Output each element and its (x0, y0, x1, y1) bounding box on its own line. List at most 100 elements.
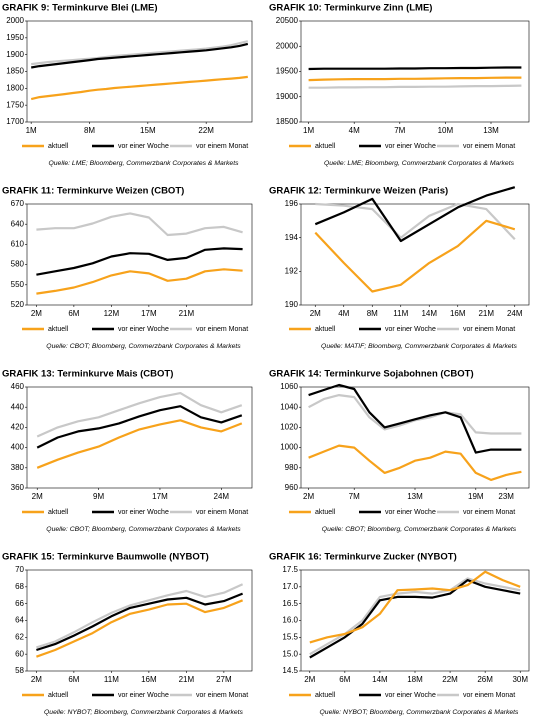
plot-frame (26, 203, 253, 306)
y-tick-label: 1750 (6, 100, 24, 109)
series-line (308, 84, 522, 89)
y-tick-label: 20500 (276, 16, 299, 25)
series-line (36, 583, 244, 649)
x-tick-label: 2M (310, 309, 321, 318)
legend-label: vor einer Woche (385, 326, 436, 333)
x-tick-label: 16M (450, 309, 466, 318)
x-tick-label: 1M (303, 126, 314, 135)
chart-title: GRAFIK 10: Terminkurve Zinn (LME) (269, 3, 432, 14)
chart-title: GRAFIK 15: Terminkurve Baumwolle (NYBOT) (2, 552, 209, 563)
series-line (36, 599, 244, 658)
y-tick-label: 1800 (6, 83, 24, 92)
x-tick-label: 30M (512, 675, 528, 684)
source-note: Quelle: NYBOT; Bloomberg, Commerzbank Co… (320, 709, 520, 716)
legend-label: vor einem Monat (196, 326, 248, 333)
y-tick-label: 15.0 (282, 649, 298, 658)
plot-frame (300, 386, 530, 489)
y-tick-label: 18500 (276, 117, 299, 126)
series-line (36, 405, 243, 449)
series-line (309, 570, 521, 644)
x-tick-label: 13M (483, 126, 499, 135)
legend-label: aktuell (48, 509, 69, 516)
legend-label: aktuell (48, 692, 69, 699)
legend-label: vor einem Monat (463, 692, 515, 699)
x-tick-label: 4M (338, 309, 349, 318)
x-tick-label: 14M (421, 309, 437, 318)
series-line (30, 75, 248, 101)
x-tick-label: 8M (84, 126, 95, 135)
plot-frame (300, 203, 530, 306)
y-tick-label: 640 (11, 219, 25, 228)
source-note: Quelle: CBOT; Bloomberg, Commerzbank Cor… (322, 526, 517, 533)
y-tick-label: 460 (11, 382, 25, 391)
chart-title: GRAFIK 9: Terminkurve Blei (LME) (2, 3, 158, 14)
x-tick-label: 6M (68, 675, 79, 684)
x-tick-label: 2M (303, 492, 314, 501)
x-tick-label: 6M (339, 675, 350, 684)
y-tick-label: 196 (285, 199, 299, 208)
source-note: Quelle: CBOT; Bloomberg, Commerzbank Cor… (46, 343, 241, 350)
y-tick-label: 1900 (6, 50, 24, 59)
y-tick-label: 610 (11, 240, 25, 249)
y-tick-label: 1700 (6, 117, 24, 126)
x-tick-label: 10M (438, 126, 454, 135)
legend-label: aktuell (48, 326, 69, 333)
x-tick-label: 21M (179, 675, 195, 684)
legend-label: vor einem Monat (463, 509, 515, 516)
series-line (308, 394, 522, 435)
x-tick-label: 12M (104, 309, 120, 318)
x-tick-label: 2M (304, 675, 315, 684)
y-tick-label: 16.5 (282, 599, 298, 608)
y-tick-label: 15.5 (282, 632, 298, 641)
x-tick-label: 1M (26, 126, 37, 135)
source-note: Quelle: CBOT; Bloomberg, Commerzbank Cor… (46, 526, 241, 533)
legend-label: aktuell (315, 692, 336, 699)
series-line (36, 247, 243, 276)
y-tick-label: 670 (11, 199, 25, 208)
y-tick-label: 16.0 (282, 616, 298, 625)
series-line (36, 592, 244, 652)
y-tick-label: 440 (11, 402, 25, 411)
x-tick-label: 6M (68, 309, 79, 318)
series-line (308, 76, 522, 82)
legend-label: vor einem Monat (463, 143, 515, 150)
x-tick-label: 16M (141, 675, 157, 684)
y-tick-label: 19500 (276, 67, 299, 76)
y-tick-label: 420 (11, 423, 25, 432)
series-line (36, 392, 243, 438)
x-tick-label: 17M (152, 492, 168, 501)
legend-label: aktuell (315, 326, 336, 333)
y-tick-label: 190 (285, 300, 299, 309)
plot-frame (26, 569, 253, 672)
series-line (31, 40, 249, 66)
y-tick-label: 58 (15, 666, 24, 675)
legend-label: vor einem Monat (463, 326, 515, 333)
y-tick-label: 60 (15, 649, 24, 658)
y-tick-label: 62 (15, 632, 24, 641)
y-tick-label: 1020 (280, 423, 298, 432)
y-tick-label: 64 (15, 616, 24, 625)
legend-label: vor einer Woche (385, 143, 436, 150)
source-note: Quelle: LME; Bloomberg, Commerzbank Corp… (48, 160, 239, 167)
x-tick-label: 11M (104, 675, 119, 684)
x-tick-label: 2M (32, 492, 43, 501)
x-tick-label: 22M (442, 675, 458, 684)
x-tick-label: 4M (349, 126, 360, 135)
x-tick-label: 11M (393, 309, 408, 318)
legend-label: vor einer Woche (118, 509, 169, 516)
chart-title: GRAFIK 16: Terminkurve Zucker (NYBOT) (269, 552, 457, 563)
x-tick-label: 19M (468, 492, 484, 501)
y-tick-label: 20000 (276, 41, 299, 50)
series-line (308, 444, 522, 481)
x-tick-label: 13M (407, 492, 423, 501)
legend-label: aktuell (315, 509, 336, 516)
y-tick-label: 580 (11, 260, 25, 269)
y-tick-label: 1950 (6, 33, 24, 42)
x-tick-label: 23M (498, 492, 514, 501)
y-tick-label: 960 (285, 483, 299, 492)
legend-label: vor einer Woche (385, 692, 436, 699)
chart-title: GRAFIK 13: Terminkurve Mais (CBOT) (2, 369, 173, 380)
legend-label: aktuell (315, 143, 336, 150)
y-tick-label: 192 (285, 266, 299, 275)
